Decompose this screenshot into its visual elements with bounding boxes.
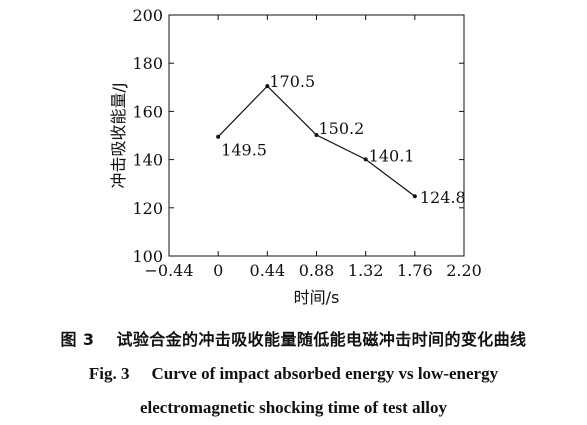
- x-tick-label: 2.20: [446, 261, 482, 280]
- x-axis-label: 时间/s: [294, 288, 340, 307]
- x-tick-label: 1.32: [348, 261, 384, 280]
- y-axis-label: 冲击吸收能量/J: [109, 82, 128, 188]
- data-label: 149.5: [221, 141, 267, 160]
- caption-english-line1: Fig. 3 Curve of impact absorbed energy vs…: [0, 364, 587, 384]
- y-tick-label: 120: [132, 199, 163, 218]
- data-point: [314, 133, 319, 138]
- y-tick-label: 100: [132, 247, 163, 266]
- caption-chinese: 图 3 试验合金的冲击吸收能量随低能电磁冲击时间的变化曲线: [0, 326, 587, 350]
- x-tick-label: 0.88: [299, 261, 335, 280]
- y-tick-label: 140: [132, 151, 163, 170]
- x-tick-label: 0.44: [250, 261, 286, 280]
- data-point: [363, 157, 368, 162]
- data-label: 170.5: [269, 72, 315, 91]
- x-tick-label: 1.76: [397, 261, 433, 280]
- y-tick-label: 180: [132, 54, 163, 73]
- data-label: 124.8: [420, 188, 466, 207]
- y-tick-label: 200: [132, 6, 163, 25]
- caption-english-line2: electromagnetic shocking time of test al…: [0, 398, 587, 418]
- data-label: 150.2: [319, 119, 365, 138]
- caption-en-number: Fig. 3: [88, 364, 130, 383]
- data-point: [412, 194, 417, 199]
- data-point: [216, 134, 221, 139]
- caption-cn-number: 图 3: [60, 330, 95, 349]
- x-tick-label: 0: [213, 261, 223, 280]
- caption-en-text-2: electromagnetic shocking time of test al…: [139, 398, 448, 417]
- caption-cn-text: 试验合金的冲击吸收能量随低能电磁冲击时间的变化曲线: [116, 330, 527, 349]
- chart-svg: 100 120 140 160 180 200 −0.44 0 0.44 0.88 1.32 1.76…: [109, 6, 482, 307]
- x-tick-label: −0.44: [144, 261, 193, 280]
- data-point: [265, 84, 270, 89]
- data-label: 140.1: [369, 146, 415, 165]
- caption-en-text-1: Curve of impact absorbed energy vs low-e…: [151, 364, 499, 383]
- y-tick-label: 160: [132, 102, 163, 121]
